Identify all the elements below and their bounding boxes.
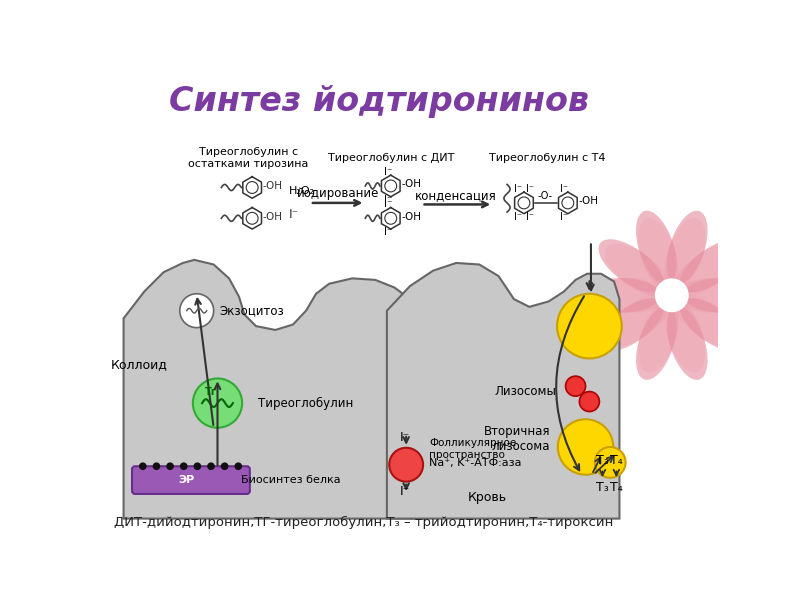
Text: Тиреоглобулин с ДИТ: Тиреоглобулин с ДИТ — [327, 153, 454, 163]
Circle shape — [207, 463, 215, 470]
Ellipse shape — [683, 278, 760, 313]
Text: ДИТ-дийодтиронин,ТГ-тиреоглобулин,Т₃ – трийодтиронин,Т₄-тироксин: ДИТ-дийодтиронин,ТГ-тиреоглобулин,Т₃ – т… — [114, 516, 613, 529]
Circle shape — [234, 463, 242, 470]
Text: Вторичная
лизосома: Вторичная лизосома — [484, 425, 550, 453]
Circle shape — [595, 447, 626, 478]
Text: -OH: -OH — [402, 212, 422, 222]
Text: Коллоид: Коллоид — [111, 358, 168, 371]
Text: -O-: -O- — [538, 191, 553, 201]
Circle shape — [557, 294, 622, 358]
Circle shape — [221, 463, 229, 470]
Text: -OH: -OH — [263, 181, 283, 191]
Text: I⁻: I⁻ — [560, 184, 568, 194]
Text: I⁻: I⁻ — [514, 184, 522, 194]
Text: Tг: Tг — [206, 388, 218, 397]
Text: Лизосомы: Лизосомы — [494, 385, 556, 398]
Text: ЭР: ЭР — [178, 475, 195, 485]
Text: Фолликулярное
пространство: Фолликулярное пространство — [430, 439, 517, 460]
Ellipse shape — [674, 244, 739, 297]
Text: T₃: T₃ — [596, 481, 609, 494]
Text: Кровь: Кровь — [468, 491, 507, 505]
Text: T₄: T₄ — [610, 481, 622, 494]
Text: Экзоцитоз: Экзоцитоз — [220, 304, 285, 317]
Ellipse shape — [591, 278, 668, 313]
Text: I⁻: I⁻ — [560, 212, 568, 222]
Ellipse shape — [605, 244, 670, 297]
Circle shape — [166, 463, 174, 470]
Text: Тиреоглобулин с
остатками тирозина: Тиреоглобулин с остатками тирозина — [188, 148, 309, 169]
Circle shape — [153, 463, 160, 470]
Polygon shape — [123, 260, 426, 518]
Text: I⁻: I⁻ — [289, 208, 299, 221]
Text: Тиреоглобулин с Т4: Тиреоглобулин с Т4 — [489, 153, 606, 163]
Ellipse shape — [674, 293, 739, 347]
Text: I⁻: I⁻ — [384, 195, 393, 205]
Ellipse shape — [667, 211, 707, 285]
Ellipse shape — [636, 306, 677, 380]
Text: -OH: -OH — [402, 179, 422, 190]
Ellipse shape — [638, 218, 679, 292]
FancyBboxPatch shape — [132, 466, 250, 494]
Text: T₄: T₄ — [610, 454, 622, 467]
Circle shape — [558, 419, 614, 475]
Ellipse shape — [583, 278, 660, 313]
Text: H₂O₂: H₂O₂ — [289, 187, 315, 196]
Text: -OH: -OH — [578, 196, 598, 206]
Circle shape — [180, 463, 187, 470]
Text: I⁻: I⁻ — [384, 199, 393, 209]
Ellipse shape — [638, 299, 679, 373]
Text: I⁻: I⁻ — [399, 485, 410, 498]
Text: Na⁺, K⁺-АТФ:аза: Na⁺, K⁺-АТФ:аза — [430, 458, 522, 468]
Text: I⁻: I⁻ — [526, 184, 534, 194]
Text: I⁻: I⁻ — [384, 167, 393, 177]
Text: конденсация: конденсация — [415, 188, 497, 202]
Ellipse shape — [598, 239, 664, 293]
Circle shape — [566, 376, 586, 396]
Circle shape — [194, 463, 202, 470]
Text: Тиреоглобулин: Тиреоглобулин — [258, 397, 353, 410]
Text: I⁻: I⁻ — [526, 212, 534, 222]
Text: Синтез йодтиронинов: Синтез йодтиронинов — [170, 85, 589, 118]
Text: I⁻: I⁻ — [399, 431, 410, 444]
Ellipse shape — [665, 218, 706, 292]
Text: I⁻: I⁻ — [514, 212, 522, 222]
Text: йодирование: йодирование — [297, 187, 379, 200]
Circle shape — [579, 392, 599, 412]
Polygon shape — [387, 263, 619, 518]
Ellipse shape — [667, 306, 707, 380]
Circle shape — [193, 379, 242, 428]
Ellipse shape — [676, 278, 753, 313]
Circle shape — [139, 463, 146, 470]
Text: -OH: -OH — [263, 212, 283, 222]
Ellipse shape — [598, 298, 664, 352]
Ellipse shape — [679, 239, 745, 293]
Text: Биосинтез белка: Биосинтез белка — [241, 475, 340, 485]
Ellipse shape — [636, 211, 677, 285]
Ellipse shape — [665, 299, 706, 373]
Ellipse shape — [679, 298, 745, 352]
Text: I⁻: I⁻ — [384, 227, 393, 237]
Circle shape — [390, 448, 423, 482]
Circle shape — [180, 294, 214, 328]
Ellipse shape — [605, 293, 670, 347]
Text: T₃: T₃ — [596, 454, 609, 467]
Circle shape — [655, 278, 689, 312]
